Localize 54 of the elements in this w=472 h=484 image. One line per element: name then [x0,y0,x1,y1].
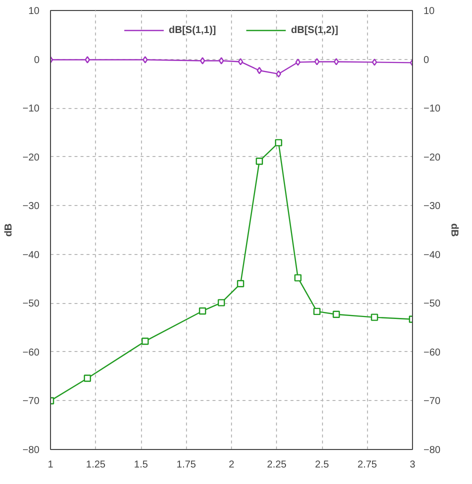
point [198,307,206,315]
y-tick-label: 0 [34,54,40,66]
point [142,338,149,345]
point [294,274,302,282]
point [334,58,339,66]
y2-tick-label: −70 [424,396,441,408]
x-tick-label: 2.75 [358,460,378,470]
y-tick-label: −80 [22,445,40,456]
x-tick-label: 1 [48,460,54,470]
legend-label: dB[S(1,1)] [168,24,216,36]
y-axis-title: dB [4,223,15,237]
point [295,58,301,66]
y2-tick-label: −40 [424,250,441,261]
x-tick-label: 2.25 [267,460,287,470]
y-tick-label: −60 [22,347,40,358]
y-tick-label: −10 [22,104,40,115]
y2-tick-label: −60 [424,347,441,358]
y2-tick-label: −80 [424,445,441,456]
point [256,158,263,165]
point [370,314,378,321]
point [218,57,224,64]
y-tick-label: −40 [22,250,40,261]
point [313,308,321,316]
point [218,299,225,306]
point [238,58,244,66]
x-tick-label: 2 [228,460,235,470]
y-tick-label: 10 [28,6,40,17]
x-tick-label: 1.75 [176,460,196,470]
x-tick-label: 2.5 [315,460,330,470]
y2-tick-label: −50 [424,298,441,310]
y2-tick-label: −20 [424,152,441,164]
y-tick-label: −70 [22,396,40,408]
y-tick-label: −20 [22,152,40,164]
point [236,280,244,288]
y2-axis-title: dB [448,223,460,237]
y2-tick-label: −30 [424,201,441,212]
point [274,139,282,146]
x-tick-label: 3 [410,460,416,470]
legend-label: dB[S(1,2)] [291,24,338,36]
point [372,58,378,66]
x-tick-label: 1.25 [86,460,106,470]
x-tick-label: 1.5 [134,460,148,470]
y-tick-label: −50 [22,298,40,310]
y2-tick-label: 0 [424,54,430,66]
point [314,58,320,66]
point [332,310,340,318]
y2-tick-label: 10 [424,6,436,17]
y-tick-label: −30 [22,201,40,212]
point [84,56,90,64]
point [276,70,282,78]
point [142,56,148,64]
point [200,57,206,64]
point [84,374,92,382]
y2-tick-label: −10 [424,104,441,115]
